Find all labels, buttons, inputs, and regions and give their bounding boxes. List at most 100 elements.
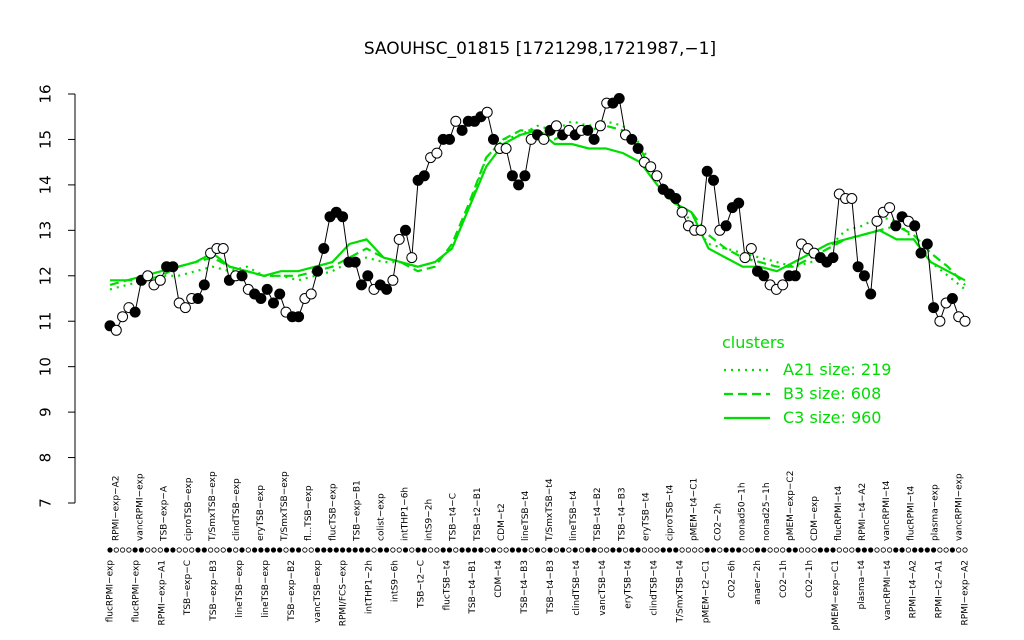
x-label-lower: TSB−exp−B2	[287, 560, 297, 622]
data-point	[626, 133, 638, 145]
rug-mark	[471, 547, 478, 553]
data-point	[362, 270, 374, 282]
rug-mark	[817, 547, 824, 553]
x-label-upper: vancRPMI−t4	[882, 480, 892, 541]
data-point	[519, 170, 531, 182]
x-label-lower: plasma−t4	[857, 560, 867, 610]
rug-mark	[836, 547, 842, 553]
y-tick-label: 7	[37, 498, 55, 508]
data-point	[488, 133, 499, 145]
rug-mark	[490, 547, 497, 553]
data-point	[827, 252, 839, 264]
data-point	[312, 265, 323, 277]
rug-mark	[377, 547, 383, 553]
data-point	[739, 252, 751, 264]
data-point	[274, 288, 286, 300]
data-point	[676, 206, 688, 218]
y-axis: 7 8 9 10 11 12 13 14 15 16	[37, 84, 76, 508]
x-label-lower: TSB−t4−B3	[546, 560, 556, 615]
data-point	[550, 120, 562, 132]
x-label-upper: RPMI−exp−A2	[112, 476, 122, 541]
rug-mark	[868, 547, 874, 553]
rug-mark	[409, 547, 415, 553]
rug-mark	[346, 547, 352, 553]
rug-mark	[522, 547, 528, 553]
rug-mark	[201, 547, 207, 553]
rug-mark	[264, 547, 270, 553]
x-label-lower: RPMI−t4−A2	[909, 560, 919, 618]
x-label-lower: intS9−6h	[391, 560, 401, 602]
x-label-upper: TSB−t2−B1	[473, 487, 483, 542]
rug-mark	[220, 547, 226, 553]
rug-mark	[553, 547, 560, 553]
x-label-lower: intTHP1−2h	[365, 560, 375, 614]
x-label-upper: CDM−t2	[497, 503, 507, 541]
x-label-upper: vancRPMI−exp	[136, 473, 146, 541]
rug-mark	[792, 547, 798, 553]
rug-mark	[258, 547, 264, 553]
x-label-lower: RPMI−t2−A1	[935, 560, 945, 618]
rug-mark	[208, 547, 214, 553]
x-label-upper: intS9−2h	[425, 499, 435, 541]
cluster-lines	[109, 120, 966, 291]
x-label-upper: CO2−2h	[714, 503, 724, 541]
rug-mark	[182, 547, 188, 553]
x-label-lower: T/SmxTSB−t4	[676, 560, 686, 624]
rug-mark	[943, 547, 949, 553]
rug-mark	[415, 547, 421, 553]
x-label-upper: vancRPMI−exp	[955, 473, 965, 541]
data-point	[198, 279, 210, 291]
y-tick-label: 15	[37, 130, 55, 149]
rug-mark	[962, 547, 968, 553]
data-point	[720, 220, 732, 232]
x-label-lower: RPMI−exp−A2	[961, 560, 971, 625]
x-label-lower: lineTSB−exp	[235, 560, 245, 618]
rug-mark	[541, 547, 547, 553]
data-point	[846, 193, 858, 204]
x-label-upper: TSB−t4−B3	[617, 487, 627, 542]
x-label-upper: TSB−exp−B1	[352, 480, 362, 542]
data-point	[293, 311, 305, 323]
rug-mark	[673, 547, 679, 553]
rug-mark	[622, 547, 629, 553]
x-label-lower: TSB−exp−C	[183, 560, 193, 616]
rug-mark	[233, 547, 239, 553]
data-point	[305, 288, 317, 300]
legend-label-3: C3 size: 960	[783, 408, 881, 427]
x-label-upper: eryTSB−exp	[256, 485, 266, 541]
data-point	[858, 270, 870, 282]
data-point	[381, 283, 393, 295]
data-point	[588, 133, 600, 145]
legend-label-2: B3 size: 608	[783, 384, 881, 403]
data-point	[318, 243, 330, 254]
rug-mark	[314, 547, 321, 553]
rug-mark	[277, 547, 283, 553]
data-point	[538, 133, 550, 145]
data-point	[217, 243, 229, 254]
rug-mark	[710, 547, 717, 553]
rug-mark	[572, 547, 578, 553]
data-point	[594, 120, 606, 132]
rug-mark	[195, 547, 201, 553]
rug-mark	[226, 547, 232, 553]
rug-mark	[402, 547, 409, 553]
rug-mark	[547, 547, 553, 553]
rug-mark	[321, 547, 327, 553]
x-label-upper: ciproTSB−t4	[666, 484, 676, 541]
data-point	[513, 179, 525, 191]
x-label-upper: lineTSB−t4	[521, 490, 531, 541]
rug-mark	[497, 547, 503, 553]
x-label-upper: T/SmxTSB−exp	[208, 471, 218, 542]
rug-mark	[390, 547, 396, 553]
data-point	[192, 293, 204, 304]
data-point	[179, 302, 191, 314]
rug-mark	[886, 547, 893, 553]
x-label-lower: flucRPMI−exp	[131, 560, 141, 623]
rug-mark	[503, 547, 509, 553]
rug-mark	[660, 547, 666, 553]
rug-mark	[245, 547, 251, 553]
x-label-upper: nonad25−1h	[762, 482, 772, 541]
x-label-lower: TSB−t4−B3	[520, 560, 530, 615]
rug-mark	[880, 547, 886, 553]
